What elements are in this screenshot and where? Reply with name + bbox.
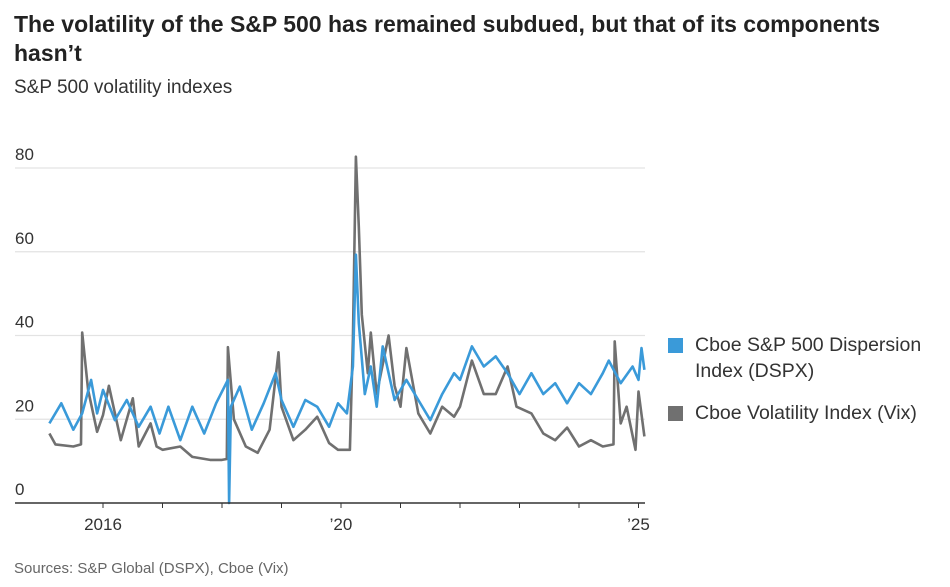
y-tick-label: 0 — [15, 480, 24, 499]
legend-swatch-dspx — [668, 338, 683, 353]
legend-label-dspx: Cboe S&P 500 Dispersion Index (DSPX) — [695, 334, 922, 382]
legend-label-vix: Cboe Volatility Index (Vix) — [695, 402, 917, 424]
x-axis: 2016 ’20 ’25 — [15, 502, 650, 534]
y-tick-label: 60 — [15, 229, 34, 248]
y-tick-label: 40 — [15, 313, 34, 332]
series-lines — [48, 155, 646, 505]
x-tick-label: ’20 — [330, 515, 353, 534]
legend-swatch-vix — [668, 406, 683, 421]
series-line-vix — [48, 155, 646, 462]
gridlines — [15, 167, 645, 420]
y-tick-label: 80 — [15, 145, 34, 164]
x-tick-label: 2016 — [84, 515, 122, 534]
y-axis-labels: 0 20 40 60 80 — [15, 145, 34, 499]
chart-subtitle: S&P 500 volatility indexes — [14, 77, 233, 98]
x-tick-label: ’25 — [627, 515, 650, 534]
y-tick-label: 20 — [15, 396, 34, 415]
source-note: Sources: S&P Global (DSPX), Cboe (Vix) — [14, 560, 289, 577]
series-line-dspx — [48, 253, 646, 505]
chart-title: The volatility of the S&P 500 has remain… — [14, 11, 881, 66]
